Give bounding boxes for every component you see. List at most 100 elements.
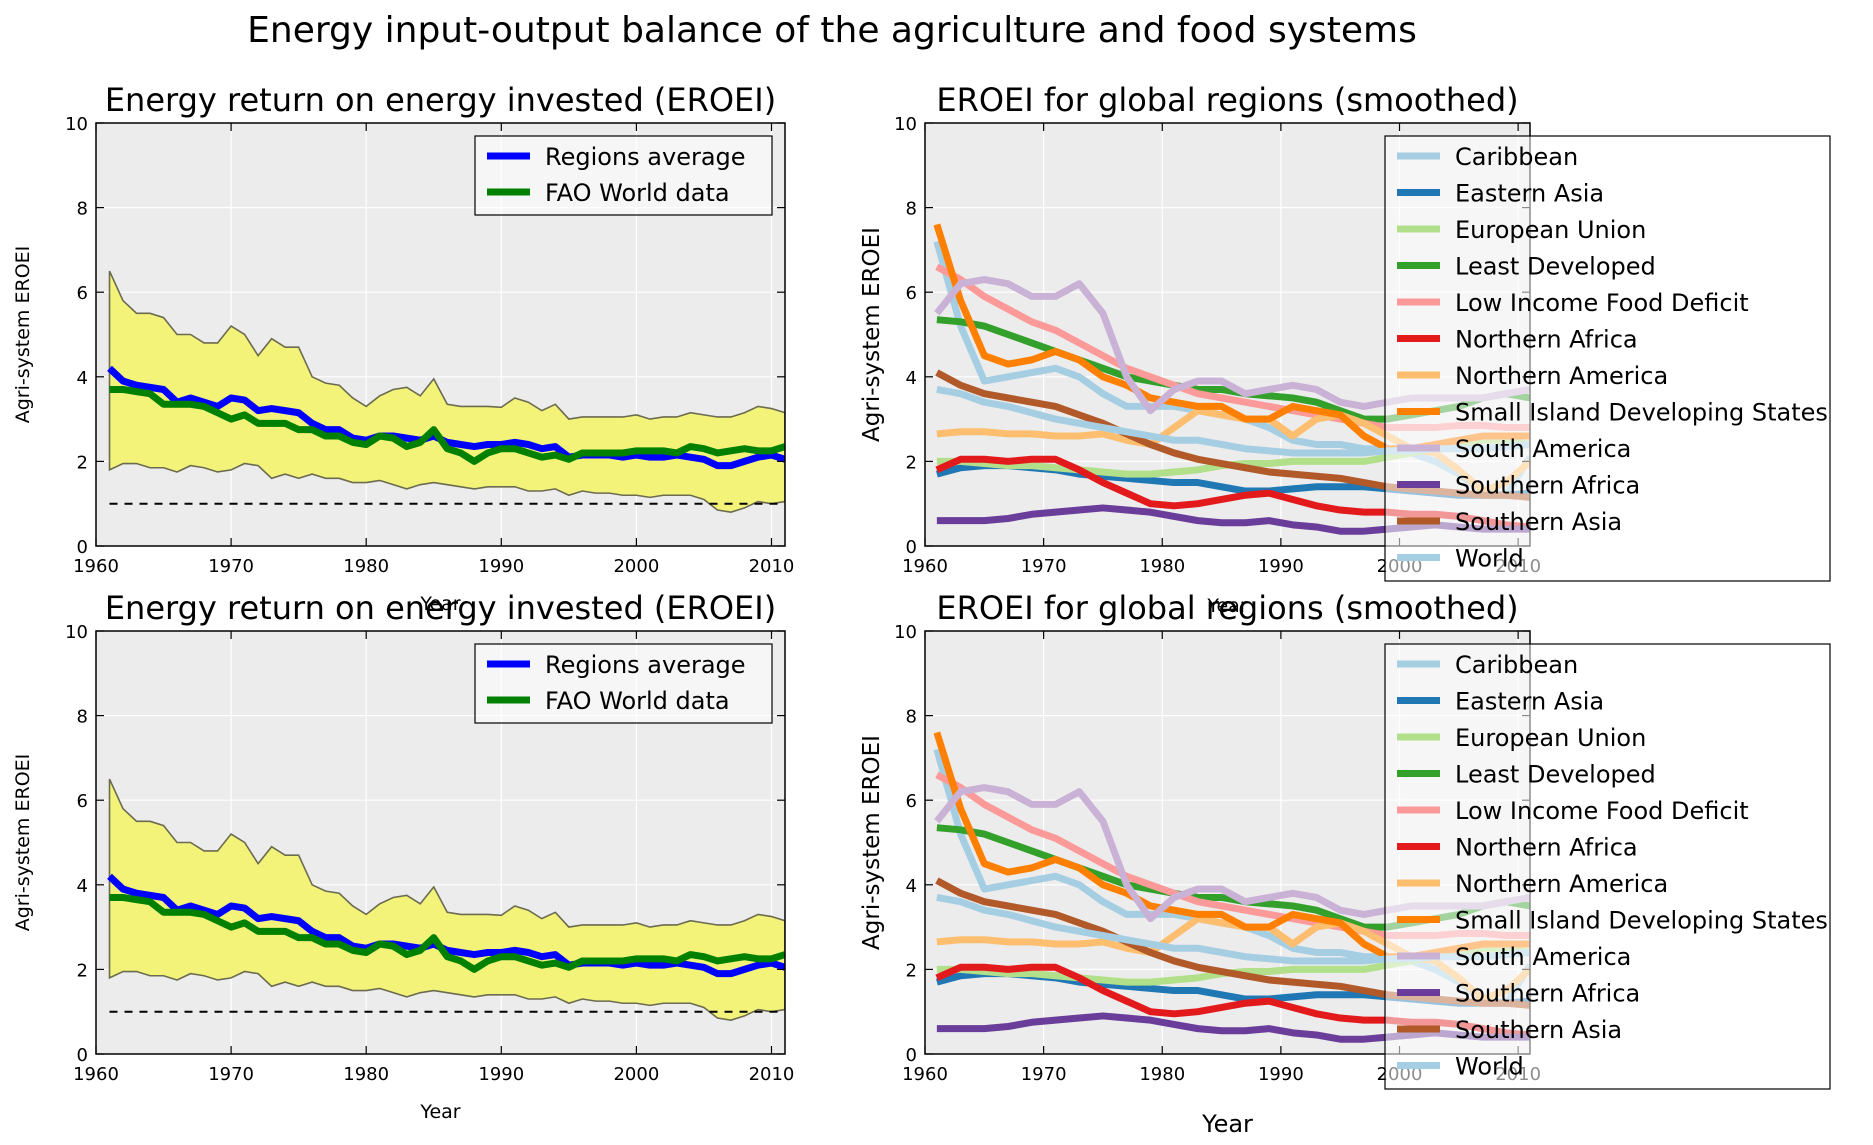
chart-panel-1: 1960 1970 1980 1990 2000 2010 0 2 4 6 8 10 Energy re… [12, 81, 794, 615]
axes-frame [95, 630, 786, 1055]
y-tick-label: 4 [906, 876, 917, 897]
y-tick-label: 4 [906, 368, 917, 389]
y-tick-label: 10 [65, 114, 88, 135]
legend: Caribbean Eastern Asia European Union Least… [1384, 643, 1831, 1090]
legend-label: Eastern Asia [1455, 180, 1604, 208]
y-tick-label: 2 [906, 452, 917, 473]
chart-title: Energy return on energy invested (EROEI) [105, 589, 776, 627]
series-line-fao-world-data [109, 385, 785, 465]
x-tick-label: 1960 [902, 556, 948, 577]
y-tick-label: 6 [906, 283, 917, 304]
y-axis-label: Agri-system EROEI [859, 735, 885, 950]
x-tick-label: 1980 [1139, 1064, 1185, 1085]
legend-label: FAO World data [545, 687, 730, 715]
legend-label: Eastern Asia [1455, 688, 1604, 716]
y-tick-label: 10 [894, 622, 917, 643]
x-tick-label: 1970 [208, 1064, 254, 1085]
legend-label: European Union [1455, 724, 1646, 752]
y-tick-label: 4 [77, 876, 88, 897]
y-tick-label: 10 [65, 622, 88, 643]
x-tick-label: 2010 [749, 556, 795, 577]
x-tick-label: 2010 [749, 1064, 795, 1085]
y-axis-label: Agri-system EROEI [12, 246, 34, 424]
legend-label: Least Developed [1455, 761, 1656, 789]
legend-box [474, 643, 773, 724]
y-tick-label: 0 [77, 537, 88, 558]
legend-label: South America [1455, 943, 1631, 971]
y-tick-label: 2 [906, 960, 917, 981]
plot-area [107, 270, 785, 513]
legend-label: Southern Asia [1455, 1016, 1622, 1044]
x-tick-label: 1990 [478, 1064, 524, 1085]
y-tick-label: 6 [77, 791, 88, 812]
x-tick-label: 1980 [343, 556, 389, 577]
x-tick-label: 1980 [1139, 556, 1185, 577]
x-tick-label: 1990 [478, 556, 524, 577]
chart-panel-2: 1960197019801990200020100246810EROEI for… [859, 81, 1831, 617]
x-axis-label: Year [1201, 1110, 1253, 1138]
x-tick-label: 1970 [208, 556, 254, 577]
legend: Regions average FAO World data [474, 643, 773, 724]
legend-label: Regions average [545, 651, 746, 679]
x-tick-label: 1960 [73, 1064, 119, 1085]
y-tick-label: 10 [894, 114, 917, 135]
y-tick-label: 8 [77, 707, 88, 728]
legend-label: Caribbean [1455, 651, 1578, 679]
legend-label: Southern Africa [1455, 472, 1640, 500]
legend-label: Northern Africa [1455, 834, 1638, 862]
y-tick-label: 8 [77, 199, 88, 220]
y-tick-label: 0 [906, 1045, 917, 1066]
x-axis-label: Year [419, 1101, 460, 1123]
plot-area [107, 778, 785, 1021]
legend-label: European Union [1455, 216, 1646, 244]
y-tick-label: 4 [77, 368, 88, 389]
legend-label: Caribbean [1455, 143, 1578, 171]
legend-label: Southern Asia [1455, 508, 1622, 536]
y-axis-label: Agri-system EROEI [859, 227, 885, 442]
legend-box [474, 135, 773, 216]
legend: Caribbean Eastern Asia European Union Least… [1384, 135, 1831, 582]
x-tick-label: 1980 [343, 1064, 389, 1085]
legend-label: Northern Africa [1455, 326, 1638, 354]
y-tick-label: 6 [906, 791, 917, 812]
x-tick-label: 1960 [902, 1064, 948, 1085]
chart-title: EROEI for global regions (smoothed) [936, 589, 1518, 627]
legend-label: Low Income Food Deficit [1455, 797, 1749, 825]
y-axis-label: Agri-system EROEI [12, 754, 34, 932]
x-tick-label: 2000 [613, 1064, 659, 1085]
y-tick-label: 6 [77, 283, 88, 304]
legend-box [1384, 135, 1831, 582]
legend-label: World [1455, 545, 1524, 573]
chart-panel-3: 1960 1970 1980 1990 2000 2010 0 2 4 6 8 10 Energy re… [12, 589, 794, 1123]
legend-label: Southern Africa [1455, 980, 1640, 1008]
y-tick-label: 8 [906, 707, 917, 728]
y-tick-label: 2 [77, 960, 88, 981]
x-tick-label: 1990 [1258, 556, 1304, 577]
y-tick-label: 0 [77, 1045, 88, 1066]
legend-box [1384, 643, 1831, 1090]
figure-suptitle: Energy input-output balance of the agric… [247, 10, 1417, 51]
legend-label: Regions average [545, 143, 746, 171]
legend-label: World [1455, 1053, 1524, 1081]
y-tick-label: 8 [906, 199, 917, 220]
x-axis-label: Year [419, 593, 460, 615]
legend-label: Small Island Developing States [1455, 399, 1828, 427]
legend-label: Northern America [1455, 870, 1668, 898]
chart-title: EROEI for global regions (smoothed) [936, 81, 1518, 119]
chart-panel-4: 1960197019801990200020100246810EROEI for… [859, 589, 1831, 1138]
x-tick-label: 1960 [73, 556, 119, 577]
x-tick-label: 1970 [1021, 1064, 1067, 1085]
legend-label: Least Developed [1455, 253, 1656, 281]
y-tick-label: 2 [77, 452, 88, 473]
x-tick-label: 2000 [613, 556, 659, 577]
series-line-fao-world-data [109, 893, 785, 973]
legend-label: South America [1455, 435, 1631, 463]
legend-label: Small Island Developing States [1455, 907, 1828, 935]
legend-label: Low Income Food Deficit [1455, 289, 1749, 317]
x-tick-label: 1970 [1021, 556, 1067, 577]
legend-label: FAO World data [545, 179, 730, 207]
legend-label: Northern America [1455, 362, 1668, 390]
x-tick-label: 1990 [1258, 1064, 1304, 1085]
